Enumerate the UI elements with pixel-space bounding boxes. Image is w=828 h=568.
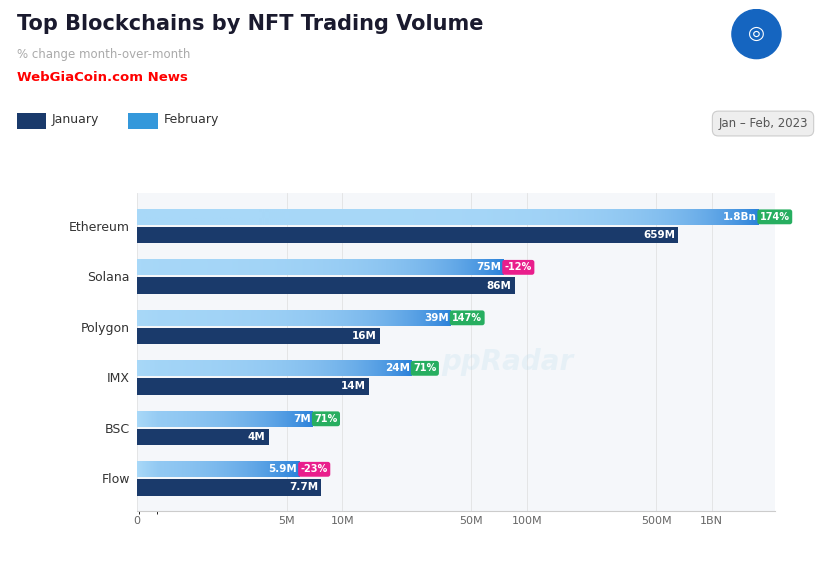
Text: -12%: -12%	[504, 262, 532, 272]
Text: 174%: 174%	[759, 212, 789, 222]
Text: 659M: 659M	[643, 230, 674, 240]
Text: 16M: 16M	[351, 331, 376, 341]
Text: 39M: 39M	[424, 313, 449, 323]
Bar	[137, 277, 514, 294]
Text: ◎: ◎	[747, 23, 764, 43]
Text: February: February	[163, 114, 219, 126]
Text: -23%: -23%	[301, 464, 327, 474]
Text: Top Blockchains by NFT Trading Volume: Top Blockchains by NFT Trading Volume	[17, 14, 483, 34]
Circle shape	[731, 10, 780, 59]
Text: Jan – Feb, 2023: Jan – Feb, 2023	[717, 117, 806, 130]
Text: 1.8Bn: 1.8Bn	[722, 212, 756, 222]
Text: 7M: 7M	[293, 414, 310, 424]
Bar	[137, 429, 268, 445]
Text: 75M: 75M	[476, 262, 501, 272]
Text: 7.7M: 7.7M	[288, 482, 317, 492]
Bar	[137, 328, 379, 344]
Text: 147%: 147%	[451, 313, 482, 323]
Text: 5.9M: 5.9M	[268, 464, 297, 474]
Text: ppRadar: ppRadar	[440, 348, 572, 375]
Text: January: January	[51, 114, 99, 126]
Text: 14M: 14M	[340, 382, 365, 391]
Bar	[137, 378, 368, 395]
Text: 86M: 86M	[486, 281, 511, 290]
Bar	[137, 479, 320, 495]
Text: % change month-over-month: % change month-over-month	[17, 48, 190, 61]
Text: 24M: 24M	[384, 364, 410, 373]
Text: 71%: 71%	[314, 414, 337, 424]
Text: 71%: 71%	[412, 364, 436, 373]
Text: WebGiaCoin.com News: WebGiaCoin.com News	[17, 71, 187, 84]
Bar	[137, 227, 677, 243]
Text: 4M: 4M	[248, 432, 265, 442]
